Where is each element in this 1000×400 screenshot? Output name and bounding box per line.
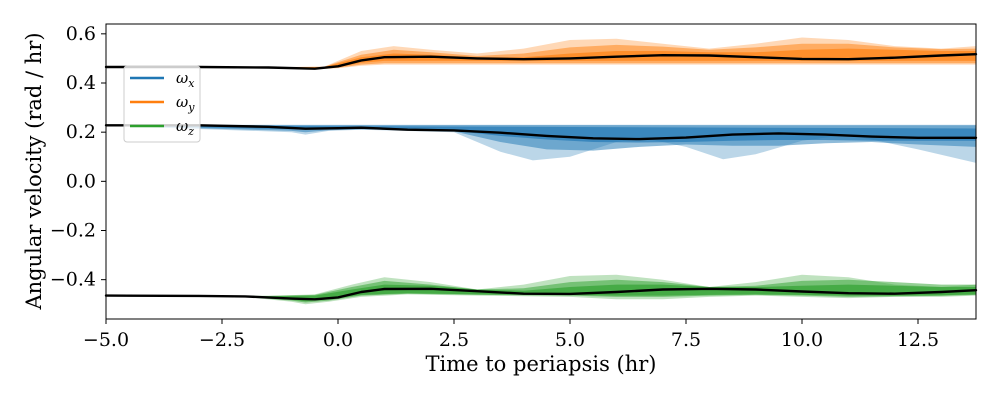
y-tick-label: −0.4 xyxy=(50,269,96,291)
x-tick-label: 2.5 xyxy=(439,329,469,351)
y-tick-label: −0.2 xyxy=(50,220,96,242)
uncertainty-bands xyxy=(106,37,976,305)
legend: ωx ωy ωz xyxy=(123,65,201,143)
y-tick-label: 0.0 xyxy=(66,170,96,192)
x-tick-label: −2.5 xyxy=(199,329,245,351)
plot-area-frame xyxy=(105,23,977,320)
x-axis-label: Time to periapsis (hr) xyxy=(426,352,657,376)
series-0-mean-line xyxy=(104,53,978,70)
series-1-mean-line xyxy=(104,124,978,141)
legend-label-y: ωy xyxy=(176,93,195,114)
y-tick-label: 0.4 xyxy=(66,72,96,94)
legend-label-z: ωz xyxy=(176,117,194,138)
y-tick-label: 0.2 xyxy=(66,121,96,143)
x-tick-label: 7.5 xyxy=(671,329,701,351)
x-tick-label: 12.5 xyxy=(897,329,939,351)
legend-label-x: ωx xyxy=(176,69,195,90)
x-tick-label: 10.0 xyxy=(781,329,823,351)
x-tick-label: 5.0 xyxy=(555,329,585,351)
series-1-band-2 xyxy=(106,125,976,143)
x-tick-label: −5.0 xyxy=(83,329,129,351)
series-2-mean-line xyxy=(104,287,978,301)
legend-box xyxy=(123,65,201,143)
mean-lines xyxy=(104,53,978,301)
axis-ticks: −5.0 −2.5 0.0 2.5 5.0 7.5 10.0 12.5 −0.4 −0.2 0.0 0… xyxy=(50,23,939,351)
y-axis-label: Angular velocity (rad / hr) xyxy=(22,32,46,310)
x-tick-label: 0.0 xyxy=(323,329,353,351)
y-tick-label: 0.6 xyxy=(66,23,96,45)
